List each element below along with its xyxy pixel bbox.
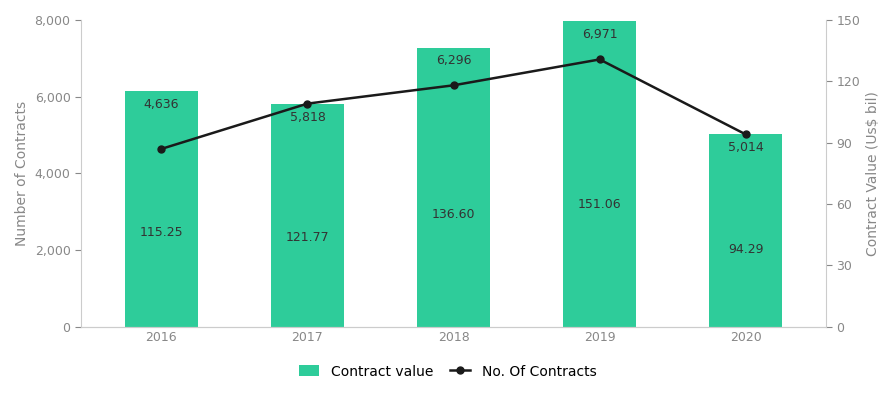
Bar xyxy=(124,91,198,327)
Text: 4,636: 4,636 xyxy=(143,98,179,111)
Bar xyxy=(417,47,490,327)
Text: 94.29: 94.29 xyxy=(727,243,763,256)
Legend: Contract value, No. Of Contracts: Contract value, No. Of Contracts xyxy=(292,359,602,384)
Bar xyxy=(708,134,781,327)
Text: 115.25: 115.25 xyxy=(139,226,183,239)
Y-axis label: Number of Contracts: Number of Contracts xyxy=(15,101,29,246)
Text: 6,971: 6,971 xyxy=(581,28,617,41)
Bar xyxy=(271,103,343,327)
Text: 136.60: 136.60 xyxy=(431,209,475,222)
Text: 6,296: 6,296 xyxy=(435,55,471,68)
Text: 121.77: 121.77 xyxy=(285,231,329,244)
Text: 5,014: 5,014 xyxy=(727,141,763,154)
Y-axis label: Contract Value (Us$ bil): Contract Value (Us$ bil) xyxy=(865,91,879,256)
Text: 5,818: 5,818 xyxy=(289,111,325,124)
Bar xyxy=(562,21,636,327)
Text: 151.06: 151.06 xyxy=(578,198,620,211)
